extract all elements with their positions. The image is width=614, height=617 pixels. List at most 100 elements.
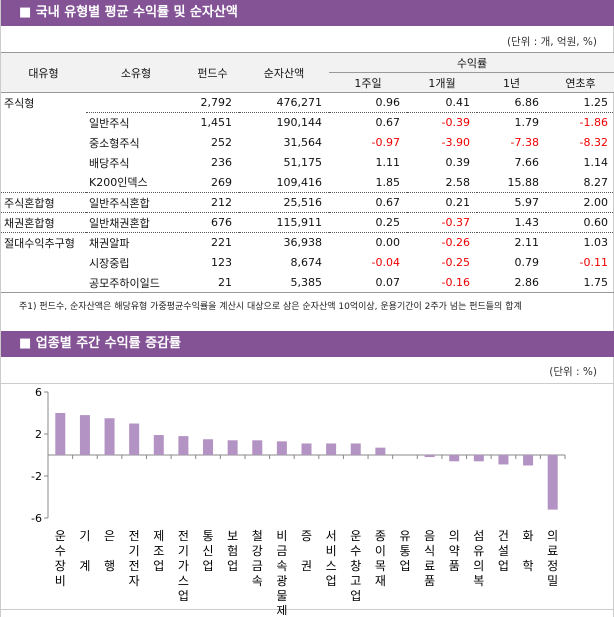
table-bottom-line (1, 292, 614, 293)
table-row: K200인덱스 269 109,416 1.85 2.58 15.88 8.27 (1, 173, 614, 193)
cell-return-1y: 15.88 (507, 175, 540, 189)
x-tick-label: 기 계 (79, 529, 90, 573)
cell-major (1, 253, 86, 273)
bar-11 (326, 443, 337, 455)
cell-return-1w: 1.85 (375, 175, 401, 189)
y-tick-label: -2 (31, 470, 42, 483)
header-1y: 1년 (477, 72, 546, 93)
cell-minor: K200인덱스 (89, 176, 148, 190)
cell-return-1w: 0.67 (329, 112, 407, 133)
header-1w: 1주일 (329, 72, 407, 93)
bar-5 (178, 436, 189, 455)
cell-return-1w: 0.07 (375, 276, 401, 289)
cell-return-1m: -0.37 (407, 212, 477, 233)
cell-return-1y: 2.11 (477, 232, 546, 253)
cell-return-1w: 1.11 (375, 156, 401, 169)
bar-8 (252, 440, 263, 455)
cell-return-1y: 5.97 (477, 192, 546, 213)
cell-minor: 일반주식혼합 (86, 192, 186, 213)
cell-funds: 2,792 (200, 96, 233, 109)
y-tick-label: 6 (35, 386, 42, 399)
header-assets: 순자산액 (239, 52, 329, 93)
cell-return-ytd: 1.14 (583, 156, 609, 169)
y-tick-label: 2 (35, 428, 42, 441)
table-row: 주식혼합형 일반주식혼합 212 25,516 0.67 0.21 5.97 2.00 (1, 192, 614, 213)
cell-funds: 236 (211, 156, 232, 169)
cell-return-1y: 1.43 (477, 212, 546, 233)
cell-return-1y: 0.79 (514, 256, 540, 269)
cell-assets: 115,911 (239, 212, 329, 233)
footnote: 주1) 펀드수, 순자산액은 해당유형 가중평균수익률을 계산시 대상으로 삼은… (19, 302, 522, 312)
table-row: 공모주하이일드 21 5,385 0.07 -0.16 2.86 1.75 (1, 273, 614, 293)
chart-frame (1, 383, 614, 610)
cell-return-ytd: 1.25 (583, 96, 609, 109)
cell-major: 절대수익추구형 (1, 232, 86, 253)
cell-return-1y: 2.86 (514, 276, 540, 289)
x-tick-label: 증 권 (301, 529, 312, 573)
bar-1 (79, 415, 90, 455)
bar-9 (276, 441, 287, 455)
header-returns: 수익률 (329, 52, 614, 73)
cell-return-ytd: 2.00 (546, 192, 614, 213)
cell-funds: 1,451 (186, 112, 239, 133)
bar-7 (227, 440, 238, 455)
cell-assets: 8,674 (290, 256, 323, 269)
header-funds: 펀드수 (186, 52, 239, 93)
table-row: 중소형주식 252 31,564 -0.97 -3.90 -7.38 -8.32 (1, 133, 614, 153)
x-tick-label: 비금속광물제품 (276, 529, 287, 615)
cell-funds: 269 (211, 175, 232, 189)
cell-funds: 212 (186, 192, 239, 213)
bar-15 (424, 455, 435, 458)
cell-return-ytd: -1.86 (546, 112, 614, 133)
cell-funds: 252 (211, 136, 232, 149)
cell-assets: 36,938 (239, 232, 329, 253)
cell-funds: 221 (186, 232, 239, 253)
cell-major (1, 133, 86, 153)
cell-major: 주식형 (4, 96, 35, 110)
cell-minor: 공모주하이일드 (89, 276, 160, 290)
cell-assets: 190,144 (239, 112, 329, 133)
sector-returns-chart: 6 2 -2 -6 운 수 장 비 기 계 은 행 전 기 전 자 제 조 업 전 기 가 스 업 통 신 업 보 험 업 철 강 금 속 비 금… (31, 386, 566, 615)
cell-minor: 채권알파 (86, 232, 186, 253)
cell-minor (86, 93, 186, 113)
cell-major (1, 273, 86, 293)
y-tick-label: -6 (31, 512, 42, 525)
cell-return-ytd: 0.60 (546, 212, 614, 233)
cell-return-ytd: -0.11 (579, 256, 608, 269)
cell-return-1w: 0.67 (329, 192, 407, 213)
cell-minor: 시장중립 (89, 256, 130, 270)
cell-minor: 일반주식 (86, 112, 186, 133)
cell-return-1w: -0.97 (371, 136, 400, 149)
cell-return-1m: 0.21 (407, 192, 477, 213)
cell-minor: 일반채권혼합 (86, 212, 186, 233)
cell-funds: 123 (211, 256, 232, 269)
cell-return-1m: -0.39 (407, 112, 477, 133)
header-major: 대유형 (1, 52, 86, 93)
cell-return-1m: 2.58 (445, 175, 471, 189)
table-row: 일반주식 1,451 190,144 0.67 -0.39 1.79 -1.86 (1, 112, 614, 133)
cell-return-1y: 7.66 (514, 156, 540, 169)
x-tick-label: 화 학 (523, 529, 534, 573)
bar-17 (473, 455, 484, 462)
cell-assets: 5,385 (290, 276, 323, 289)
cell-return-ytd: 1.75 (583, 276, 609, 289)
cell-assets: 109,416 (276, 175, 323, 189)
bar-19 (523, 455, 534, 466)
table-row: 절대수익추구형 채권알파 221 36,938 0.00 -0.26 2.11 1.03 (1, 232, 614, 253)
header-1m: 1개월 (407, 72, 477, 93)
cell-major (1, 173, 86, 193)
cell-minor: 중소형주식 (89, 136, 140, 150)
cell-return-1m: -0.16 (441, 276, 470, 289)
cell-return-1m: 0.41 (445, 96, 471, 109)
bar-18 (498, 455, 509, 465)
